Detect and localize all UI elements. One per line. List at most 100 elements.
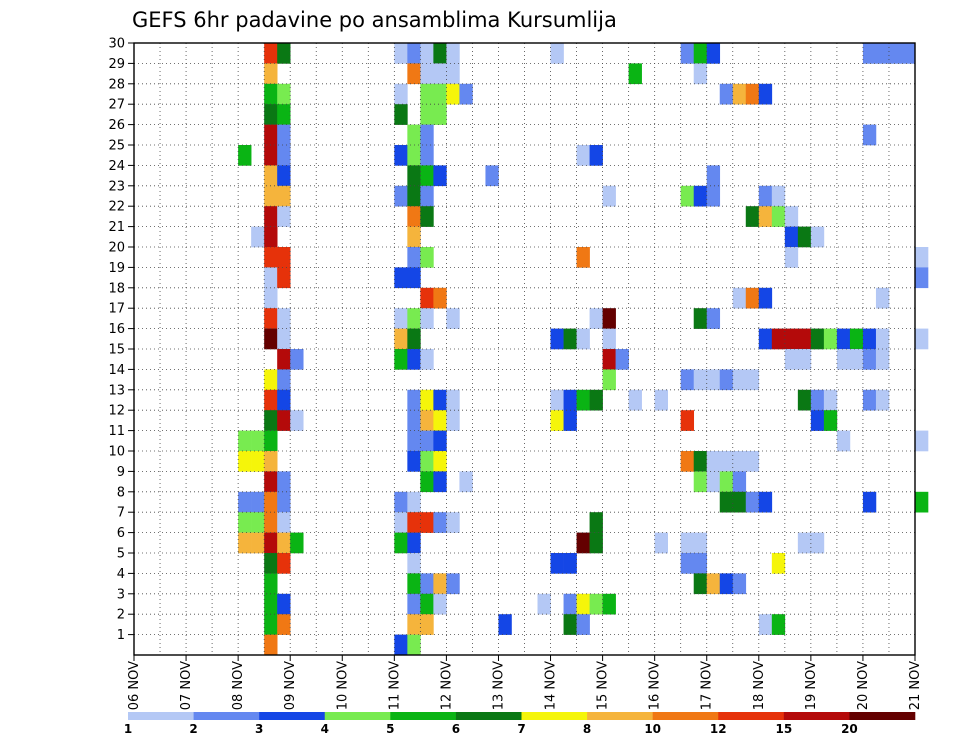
heatmap-cell: [433, 593, 447, 615]
heatmap-cell: [875, 328, 890, 350]
heatmap-cell: [732, 491, 747, 513]
heatmap-cell: [602, 593, 616, 615]
heatmap-cell: [264, 185, 278, 207]
heatmap-cell: [264, 226, 278, 248]
heatmap-cell: [654, 389, 668, 411]
heatmap-cell: [485, 165, 499, 187]
heatmap-cell: [420, 471, 434, 493]
heatmap-cell: [563, 328, 577, 350]
legend-swatch: [587, 712, 653, 720]
heatmap-cell: [680, 451, 695, 472]
heatmap-cell: [264, 593, 278, 615]
y-tick-label: 8: [117, 485, 125, 500]
heatmap-cell: [407, 349, 421, 370]
x-tick-label: 07 NOV: [179, 661, 194, 710]
heatmap-cell: [732, 471, 747, 493]
heatmap-cell: [277, 206, 291, 227]
heatmap-cell: [420, 614, 434, 635]
heatmap-cell: [433, 471, 447, 493]
heatmap-cell: [290, 532, 304, 554]
y-tick-label: 3: [117, 587, 125, 602]
heatmap-cell: [407, 532, 421, 554]
heatmap-cell: [433, 43, 447, 64]
y-tick-label: 12: [108, 404, 125, 419]
heatmap-cell: [407, 267, 421, 289]
heatmap-cell: [849, 328, 864, 350]
heatmap-cell: [264, 532, 278, 554]
heatmap-cell: [277, 614, 291, 635]
heatmap-cell: [264, 573, 278, 595]
legend-label: 6: [452, 722, 460, 736]
heatmap-cell: [719, 573, 734, 595]
x-tick-label: 10 NOV: [335, 661, 350, 710]
heatmap-cell: [394, 145, 408, 166]
heatmap-cell: [407, 43, 421, 64]
heatmap-cell: [251, 451, 265, 472]
y-tick-label: 28: [108, 77, 125, 92]
heatmap-cell: [394, 512, 408, 533]
x-tick-label: 19 NOV: [804, 661, 819, 710]
heatmap-cell: [420, 573, 434, 595]
heatmap-cell: [459, 83, 473, 105]
heatmap-cell: [680, 43, 695, 64]
heatmap-cell: [290, 410, 304, 431]
heatmap-cell: [407, 328, 421, 350]
legend-swatch: [718, 712, 785, 720]
heatmap-cell: [576, 593, 590, 615]
heatmap-cell: [264, 206, 278, 227]
x-tick-label: 08 NOV: [231, 661, 246, 710]
heatmap-cell: [875, 349, 890, 370]
legend-swatch: [390, 712, 457, 720]
heatmap-cell: [420, 287, 434, 309]
y-tick-label: 22: [108, 200, 125, 215]
heatmap-cell: [264, 165, 278, 187]
heatmap-cell: [407, 451, 421, 472]
heatmap-cell: [407, 389, 421, 411]
heatmap-cell: [602, 328, 616, 350]
heatmap-cell: [420, 430, 434, 452]
x-tick-label: 17 NOV: [700, 661, 715, 710]
y-tick-label: 19: [108, 261, 125, 276]
heatmap-cell: [433, 512, 447, 533]
heatmap-cell: [277, 471, 291, 493]
heatmap-cell: [836, 328, 851, 350]
heatmap-cell: [706, 471, 721, 493]
heatmap-cell: [264, 63, 278, 85]
y-tick-label: 7: [117, 506, 125, 521]
heatmap-cell: [784, 349, 799, 370]
heatmap-cell: [264, 287, 278, 309]
heatmap-cell: [433, 104, 447, 125]
x-tick-label: 15 NOV: [596, 661, 611, 710]
heatmap-cell: [563, 614, 577, 635]
heatmap-cell: [823, 328, 838, 350]
heatmap-cell: [407, 491, 421, 513]
y-tick-label: 4: [117, 567, 125, 582]
heatmap-cell: [290, 349, 304, 370]
heatmap-cell: [732, 83, 747, 105]
legend-swatch: [193, 712, 260, 720]
heatmap-cell: [264, 634, 278, 656]
heatmap-cell: [238, 491, 252, 513]
heatmap-cell: [264, 328, 278, 350]
heatmap-cell: [719, 451, 734, 472]
heatmap-cell: [550, 328, 564, 350]
heatmap-cell: [745, 369, 760, 391]
heatmap-cell: [862, 389, 877, 411]
heatmap-cell: [394, 532, 408, 554]
heatmap-cell: [680, 553, 695, 574]
heatmap-cell: [420, 185, 434, 207]
heatmap-cell: [407, 165, 421, 187]
x-tick-label: 18 NOV: [752, 661, 767, 710]
legend-swatch: [259, 712, 326, 720]
y-tick-label: 17: [108, 302, 125, 317]
heatmap-cell: [394, 83, 408, 105]
y-tick-label: 5: [117, 547, 125, 562]
heatmap-cell: [264, 430, 278, 452]
x-tick-label: 13 NOV: [491, 661, 506, 710]
heatmap-cell: [394, 43, 408, 64]
heatmap-cell: [394, 267, 408, 289]
legend-swatch: [783, 712, 850, 720]
heatmap-cell: [407, 512, 421, 533]
heatmap-cell: [693, 43, 708, 64]
x-tick-label: 12 NOV: [439, 661, 454, 710]
